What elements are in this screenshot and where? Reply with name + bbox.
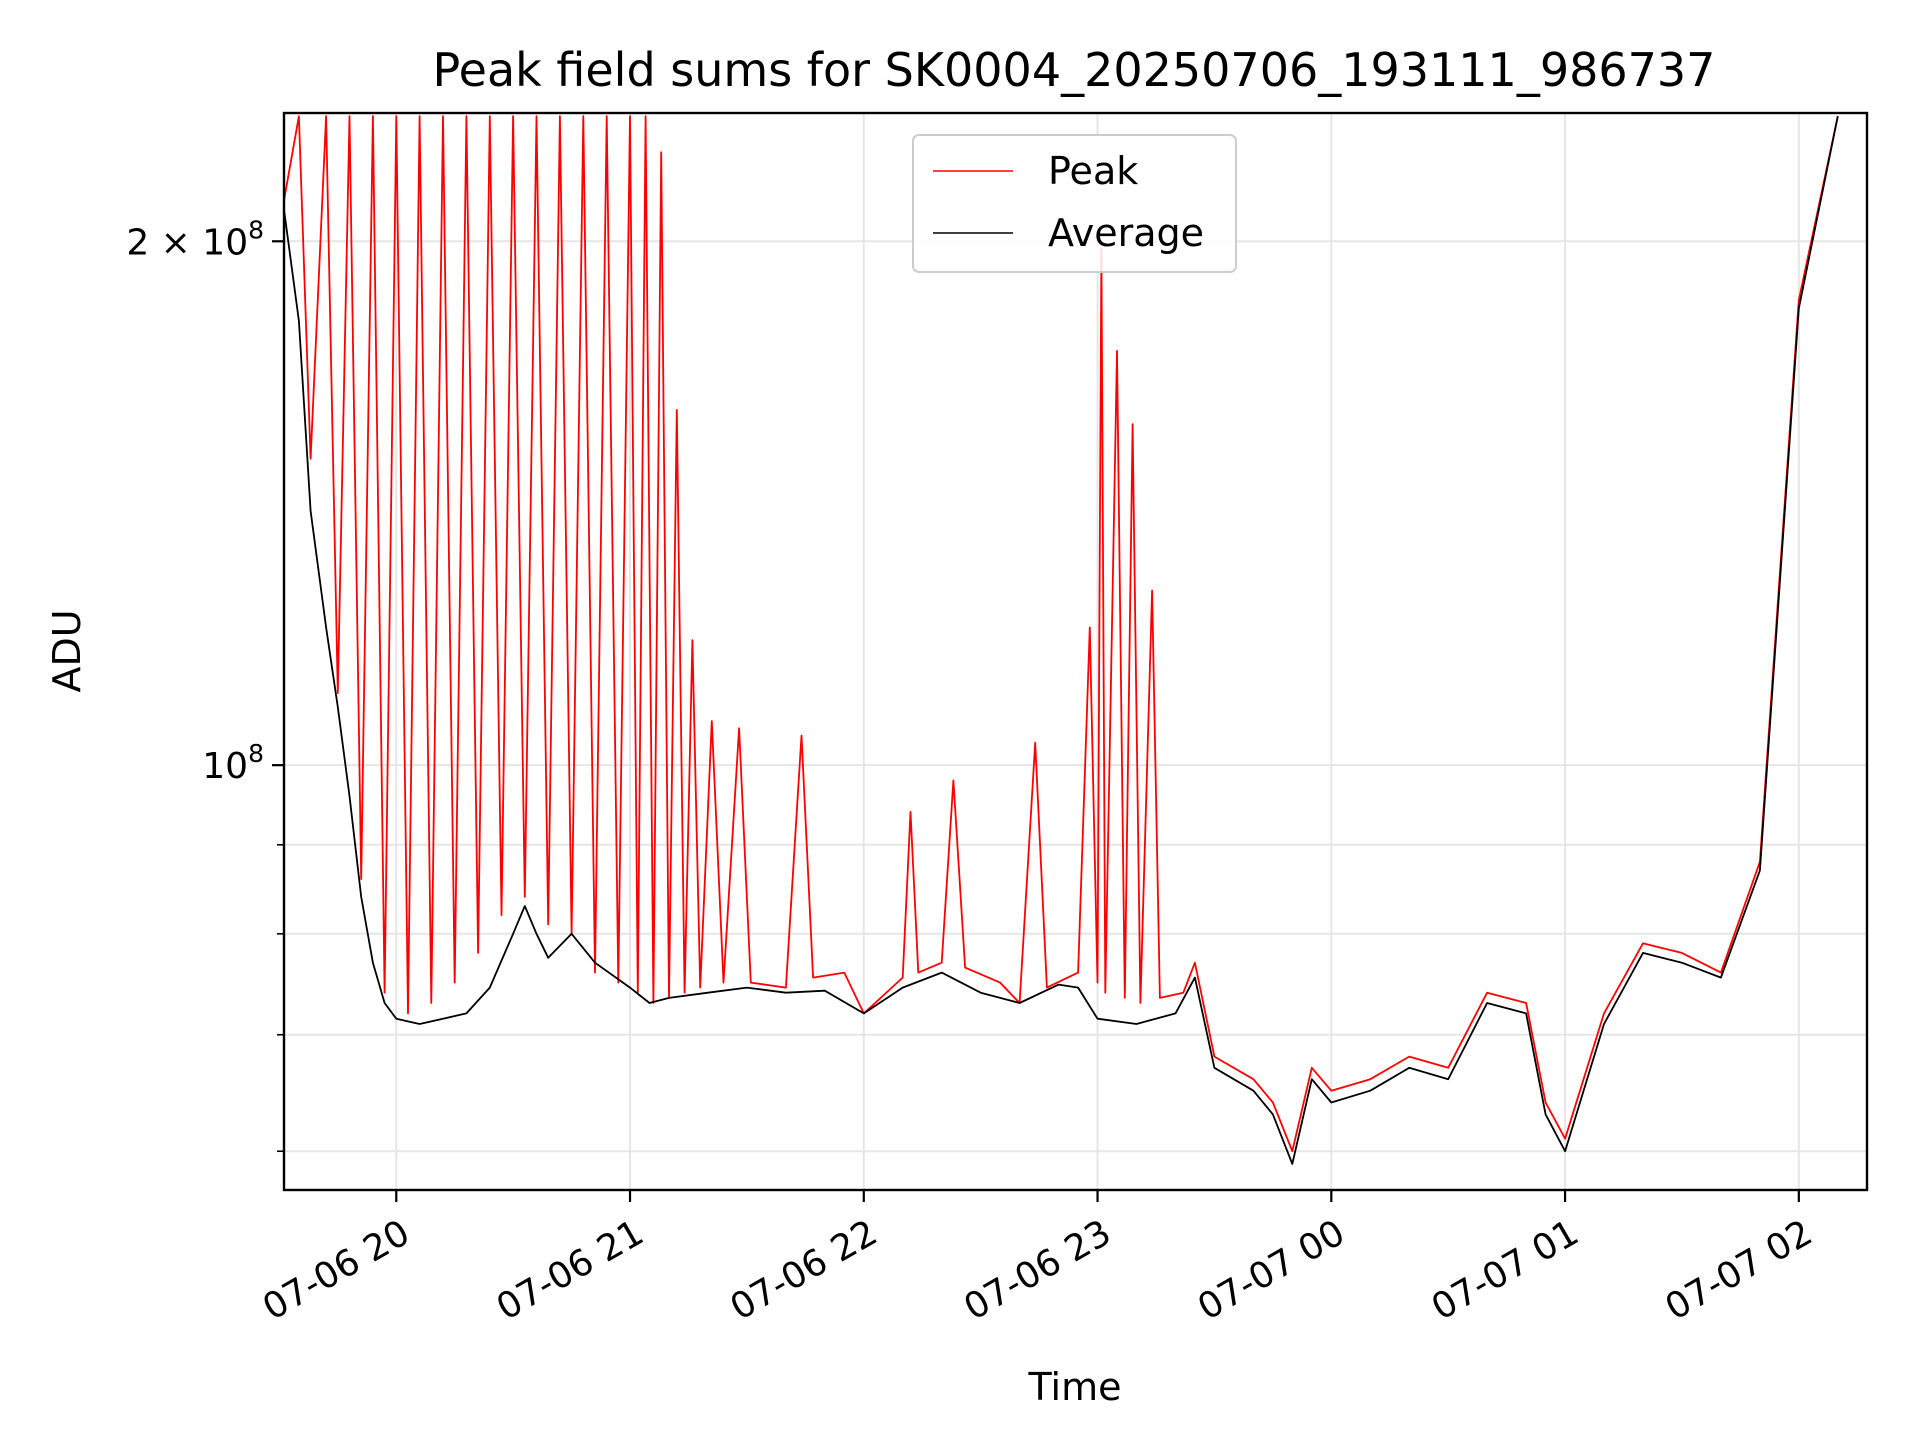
x-tick-label: 07-06 20 bbox=[256, 1212, 417, 1328]
plot-frame bbox=[282, 111, 1869, 1192]
x-axis-label: Time bbox=[1028, 1365, 1122, 1409]
x-tick-label: 07-07 01 bbox=[1425, 1212, 1586, 1328]
series-line-average bbox=[284, 116, 1839, 1165]
y-axis-label: ADU bbox=[45, 609, 89, 692]
y-tick-label: 2 × 108 bbox=[126, 215, 264, 263]
x-tick-label: 07-07 02 bbox=[1659, 1212, 1820, 1328]
legend-label-average: Average bbox=[1048, 211, 1204, 255]
x-tick-label: 07-07 00 bbox=[1191, 1212, 1352, 1328]
legend-label-peak: Peak bbox=[1048, 149, 1138, 193]
series-line-peak bbox=[284, 115, 1839, 1153]
x-tick-label: 07-06 22 bbox=[724, 1212, 885, 1328]
chart-title: Peak field sums for SK0004_20250706_1931… bbox=[433, 43, 1716, 97]
legend-box bbox=[912, 134, 1237, 273]
x-tick-label: 07-06 21 bbox=[490, 1212, 651, 1328]
legend: Peak Average bbox=[912, 134, 1237, 273]
y-tick-label: 108 bbox=[202, 739, 264, 787]
x-tick-label: 07-06 23 bbox=[957, 1212, 1118, 1328]
plot-series bbox=[284, 115, 1839, 1165]
